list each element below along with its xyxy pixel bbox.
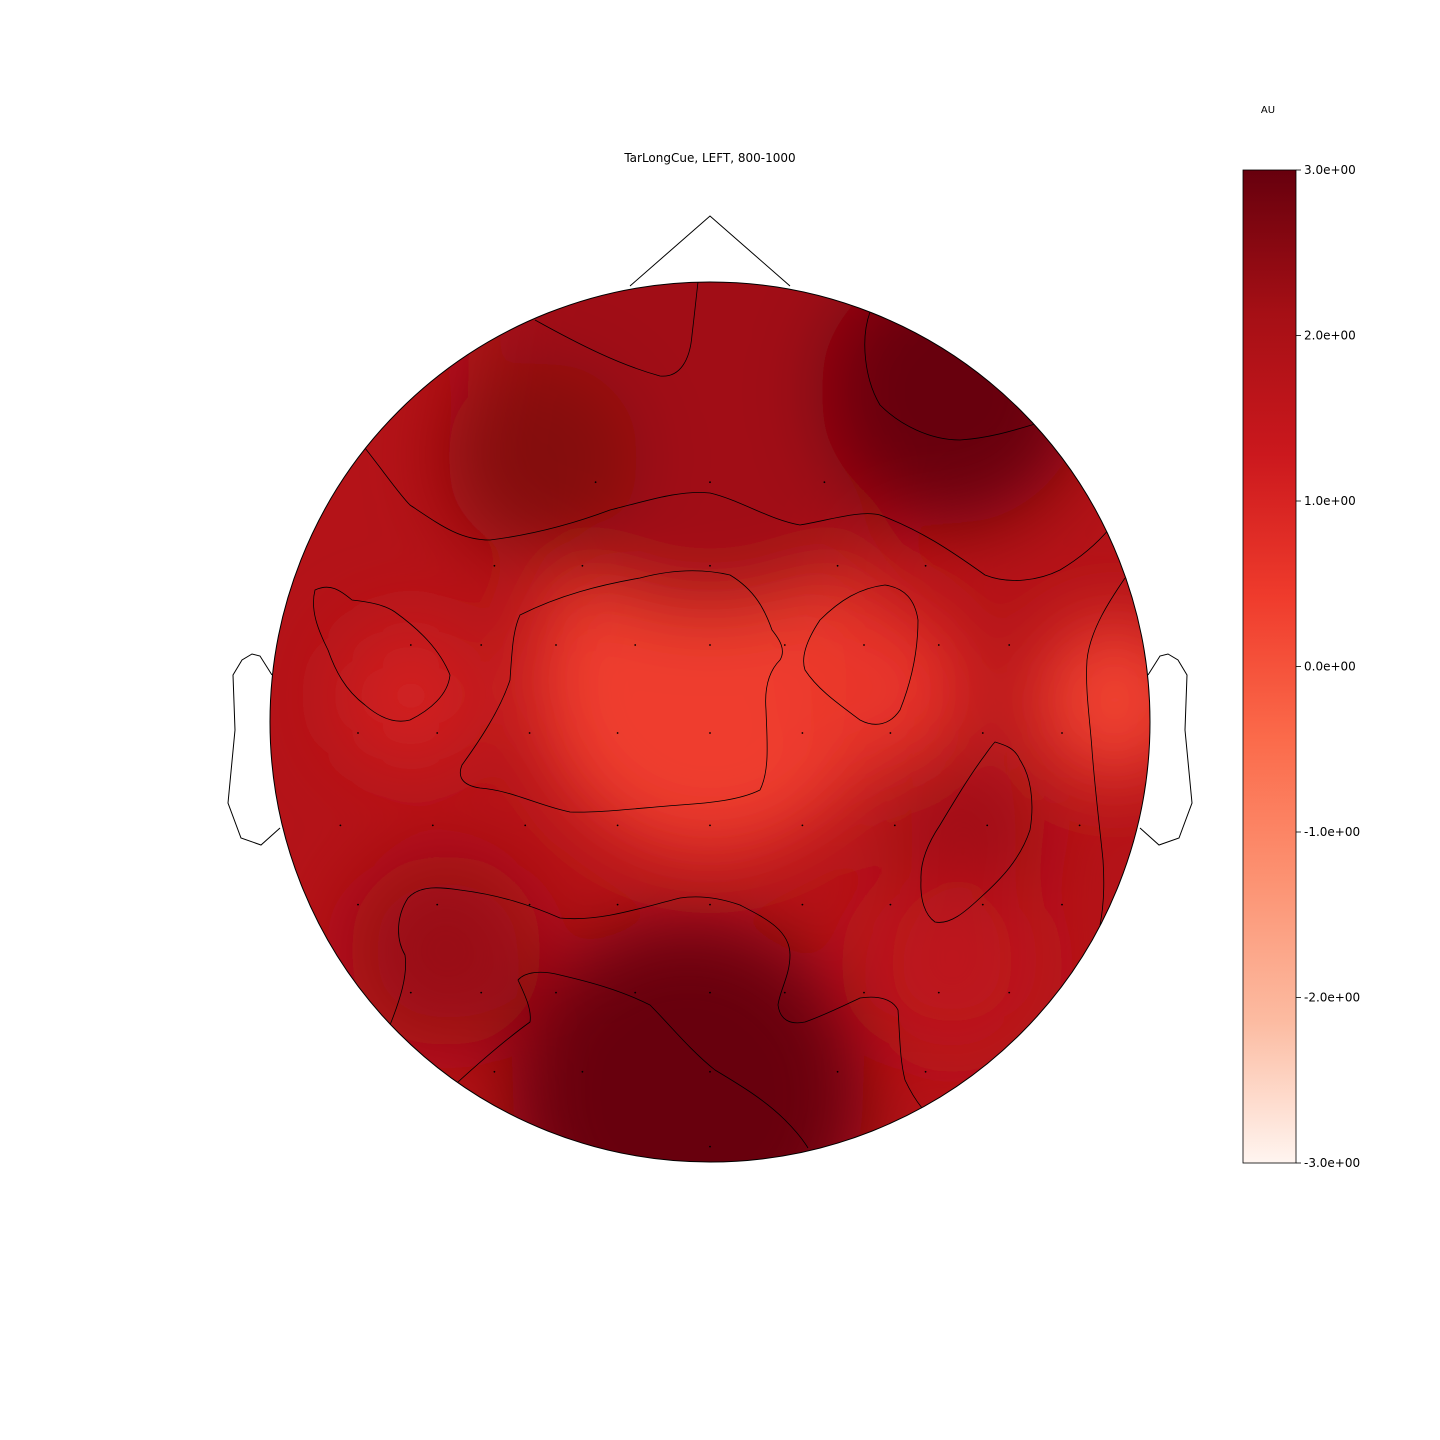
sensor-dot [709,824,711,827]
sensor-dot [357,732,359,734]
contour-right-frontal-peak [864,311,1036,441]
nose-outline [629,215,791,287]
colorbar-unit-label: AU [1261,105,1275,116]
sensor-dot [889,903,892,906]
sensor-dot [863,644,865,646]
colorbar-tick-label: -1.0e+00 [1304,825,1360,839]
sensor-dot [836,1070,839,1073]
sensor-dot [709,564,711,567]
sensor-dot [528,732,531,734]
chart-title: TarLongCue, LEFT, 800-1000 [623,151,795,165]
sensor-dot [924,564,927,567]
sensor-dot [709,1070,711,1073]
heat-region-occipital [512,920,864,1162]
sensor-dot [1008,644,1011,646]
colorbar-tick-label: 0.0e+00 [1304,660,1356,674]
colorbar-ticks: 3.0e+00 2.0e+00 1.0e+00 0.0e+00 -1.0e+00 -2.0… [1296,163,1360,1170]
contour-central [459,570,783,813]
sensor-dot [823,481,826,484]
heat-field [270,282,1150,1162]
sensor-dot [581,1070,584,1073]
head-outline [269,281,1151,1163]
sensor-dot [981,903,984,906]
contour-lines [313,282,1126,1149]
sensor-dot [709,644,711,646]
sensor-dot [986,824,989,827]
sensor-dot [1061,903,1063,906]
sensor-dot [937,991,940,994]
sensor-dot [1078,824,1081,827]
right-ear-outline [1139,653,1193,846]
heat-region-right-temporal [1035,620,1150,780]
sensor-dot [889,732,892,734]
sensor-markers [339,481,1081,1148]
sensor-dot [480,644,483,646]
sensor-dot [436,903,439,906]
sensor-dot [1061,732,1063,734]
sensor-dot [409,991,412,994]
heat-region-right-central [806,607,966,766]
sensor-dot [709,991,711,994]
heat-region-right-parietal [886,752,1045,912]
sensor-dot [555,644,557,646]
sensor-dot [924,1070,927,1073]
heat-region-right-frontal [820,282,1084,524]
sensor-dot [709,481,711,484]
sensor-dot [937,644,940,646]
sensor-dot [783,644,786,646]
sensor-dot [436,732,439,734]
heat-region-right-occipital [864,876,1040,1052]
contour-right-parietal [920,741,1033,923]
sensor-dot [783,991,786,994]
sensor-dot [981,732,984,734]
sensor-dot [709,1145,711,1148]
sensor-dot [709,732,711,734]
left-ear-outline [227,653,281,846]
sensor-dot [836,564,839,567]
sensor-dot [409,644,412,646]
sensor-dot [616,903,619,906]
sensor-dot [1008,991,1011,994]
sensor-dot [634,991,637,994]
sensor-dot [339,824,342,827]
sensor-dot [528,903,531,906]
contour-frontal-ridge [364,447,1111,581]
colorbar-tick-label: -2.0e+00 [1304,991,1360,1005]
colorbar-tick-label: 2.0e+00 [1304,329,1356,343]
sensor-dot [594,481,597,484]
sensor-dot [709,903,711,906]
sensor-dot [493,1070,496,1073]
sensor-dot [480,991,483,994]
sensor-dot [555,991,557,994]
sensor-dot [801,732,804,734]
sensor-dot [616,824,619,827]
contour-left-temporal [313,586,451,722]
colorbar-tick-label: -3.0e+00 [1304,1156,1360,1170]
sensor-dot [493,564,496,567]
sensor-dot [801,903,804,906]
sensor-dot [581,564,584,567]
colorbar [1242,169,1297,1164]
sensor-dot [357,903,359,906]
sensor-dot [634,644,637,646]
heat-region-left-frontal [446,361,640,555]
sensor-dot [431,824,434,827]
contour-occipital-peak [457,971,809,1149]
heat-region-left-temporal [340,625,482,766]
colorbar-tick-label: 1.0e+00 [1304,494,1356,508]
sensor-dot [893,824,896,827]
contour-right-temporal-edge [1086,577,1126,926]
sensor-dot [616,732,619,734]
colorbar-tick-label: 3.0e+00 [1304,163,1356,177]
contour-right-central [803,584,919,725]
heat-region-left-parietal [349,854,543,1048]
sensor-dot [863,991,865,994]
contour-frontal-notch [534,282,699,377]
sensor-dot [801,824,804,827]
contour-occipital-ridge [389,887,923,1109]
sensor-dot [524,824,527,827]
